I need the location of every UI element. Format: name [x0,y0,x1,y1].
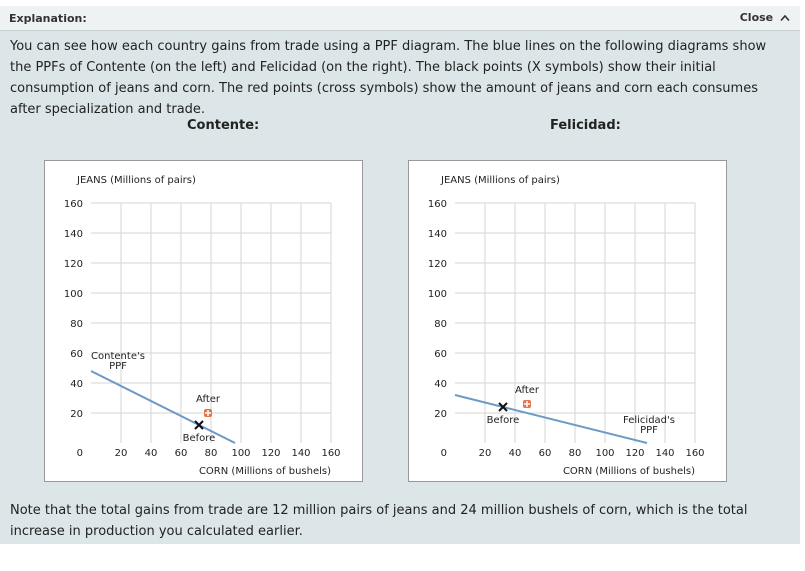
y-tick-label: 20 [434,409,447,420]
x-tick-label: 140 [655,448,674,459]
y-tick-label: 40 [70,379,83,390]
x-tick-label: 160 [685,448,704,459]
y-tick-label: 120 [64,259,83,270]
x-tick-label: 120 [261,448,280,459]
y-tick-label: 0 [441,448,447,459]
y-tick-label: 100 [428,289,447,300]
explanation-panel: Explanation: Close You can see how each … [0,6,800,544]
y-axis-label: JEANS (Millions of pairs) [440,175,560,186]
before-point-marker [194,420,204,430]
ppf-line [90,370,236,444]
x-tick-label: 100 [595,448,614,459]
y-tick-label: 20 [70,409,83,420]
close-button[interactable]: Close [740,11,790,24]
x-tick-label: 100 [231,448,250,459]
note-paragraph: Note that the total gains from trade are… [10,503,748,539]
before-point-marker [498,402,508,412]
close-label: Close [739,11,774,24]
x-tick-label: 40 [145,448,158,459]
chevron-up-icon [780,14,790,22]
y-tick-label: 80 [70,319,83,330]
x-tick-label: 80 [569,448,582,459]
x-tick-label: 20 [115,448,128,459]
y-tick-label: 100 [64,289,83,300]
x-tick-label: 140 [291,448,310,459]
y-tick-label: 40 [434,379,447,390]
after-point-marker [204,409,212,417]
ppf-label: Felicidad's PPF [623,415,675,436]
x-tick-label: 40 [509,448,522,459]
intro-paragraph: You can see how each country gains from … [10,39,767,117]
x-tick-label: 20 [479,448,492,459]
y-tick-label: 140 [428,229,447,240]
y-tick-label: 120 [428,259,447,270]
y-tick-label: 80 [434,319,447,330]
contente-title: Contente: [187,118,260,133]
contente-chart-svg: 0 20 40 60 80 100 120 140 160 20 40 60 80 100 120 140 16… [64,175,341,477]
x-tick-label: 60 [539,448,552,459]
x-axis-label: CORN (Millions of bushels) [199,466,331,477]
ppf-line [454,394,648,444]
felicidad-chart-svg: 0 20 40 60 80 100 120 140 160 20 40 60 80 100 120 140 16… [428,175,705,477]
contente-chart: 0 20 40 60 80 100 120 140 160 20 40 60 80 100 120 140 16… [44,160,363,482]
x-tick-label: 80 [205,448,218,459]
y-tick-label: 160 [64,199,83,210]
x-tick-label: 160 [321,448,340,459]
y-tick-label: 140 [64,229,83,240]
after-label: After [515,385,540,396]
felicidad-title: Felicidad: [550,118,621,133]
explanation-label: Explanation: [9,12,87,25]
x-axis-label: CORN (Millions of bushels) [563,466,695,477]
y-tick-label: 60 [70,349,83,360]
y-axis-label: JEANS (Millions of pairs) [76,175,196,186]
ppf-label: Contente's PPF [91,351,145,372]
x-tick-label: 120 [625,448,644,459]
before-label: Before [487,415,520,426]
x-tick-label: 60 [175,448,188,459]
explanation-header: Explanation: Close [0,6,800,31]
felicidad-chart: 0 20 40 60 80 100 120 140 160 20 40 60 80 100 120 140 16… [408,160,727,482]
before-label: Before [183,433,216,444]
after-point-marker [523,400,531,408]
y-tick-label: 0 [77,448,83,459]
y-tick-label: 160 [428,199,447,210]
after-label: After [196,394,221,405]
y-tick-label: 60 [434,349,447,360]
